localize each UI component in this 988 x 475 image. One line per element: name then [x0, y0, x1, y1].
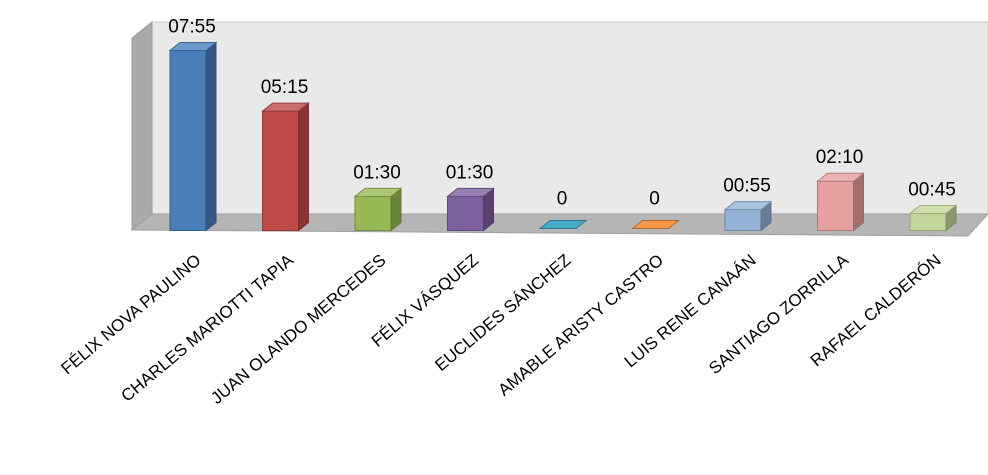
bar-side	[298, 102, 309, 232]
bar-7	[723, 200, 773, 232]
data-label: 0	[557, 189, 568, 210]
category-label: CHARLES MARIOTTI TAPIA	[117, 250, 297, 405]
bar-front	[447, 195, 484, 231]
bar-top	[446, 187, 495, 197]
bar-top	[261, 102, 310, 112]
bar-top	[168, 42, 218, 51]
bar-top	[353, 187, 403, 197]
bar-9	[908, 204, 958, 232]
bar-top	[723, 201, 773, 211]
data-label: 07:55	[168, 17, 216, 38]
bar-top	[538, 220, 588, 229]
category-label: JUAN OLANDO MERCEDES	[207, 251, 389, 408]
bar-front	[817, 180, 854, 232]
bar-1	[168, 41, 218, 232]
bar-front	[262, 110, 299, 231]
bar-2	[261, 102, 310, 232]
bar-side	[205, 41, 217, 232]
data-label: 01:30	[353, 162, 401, 183]
chart-bars	[168, 41, 958, 232]
data-label: 05:15	[261, 77, 309, 98]
bar-6	[631, 220, 680, 229]
data-labels: 07:55 05:15 01:30 01:30 0 0 00:55 02:10 00:45	[168, 17, 956, 210]
data-label: 0	[649, 189, 660, 210]
bar-top	[908, 204, 958, 214]
data-label: 00:45	[908, 179, 956, 200]
bar-front	[909, 212, 947, 232]
bar-4	[446, 187, 495, 232]
bar-top	[631, 220, 680, 229]
bar-front	[169, 50, 207, 231]
bar-8	[816, 172, 865, 232]
data-label: 01:30	[446, 162, 494, 183]
data-label: 02:10	[816, 147, 864, 168]
bar-top	[816, 172, 865, 182]
bar-side	[853, 172, 864, 232]
bar-front	[724, 209, 762, 232]
side-wall	[131, 20, 153, 232]
category-label: AMABLE ARISTY CASTRO	[494, 251, 667, 400]
data-label: 00:55	[723, 176, 771, 197]
bar-5	[538, 220, 588, 229]
bar-3	[353, 187, 403, 232]
bar-front	[354, 195, 392, 231]
